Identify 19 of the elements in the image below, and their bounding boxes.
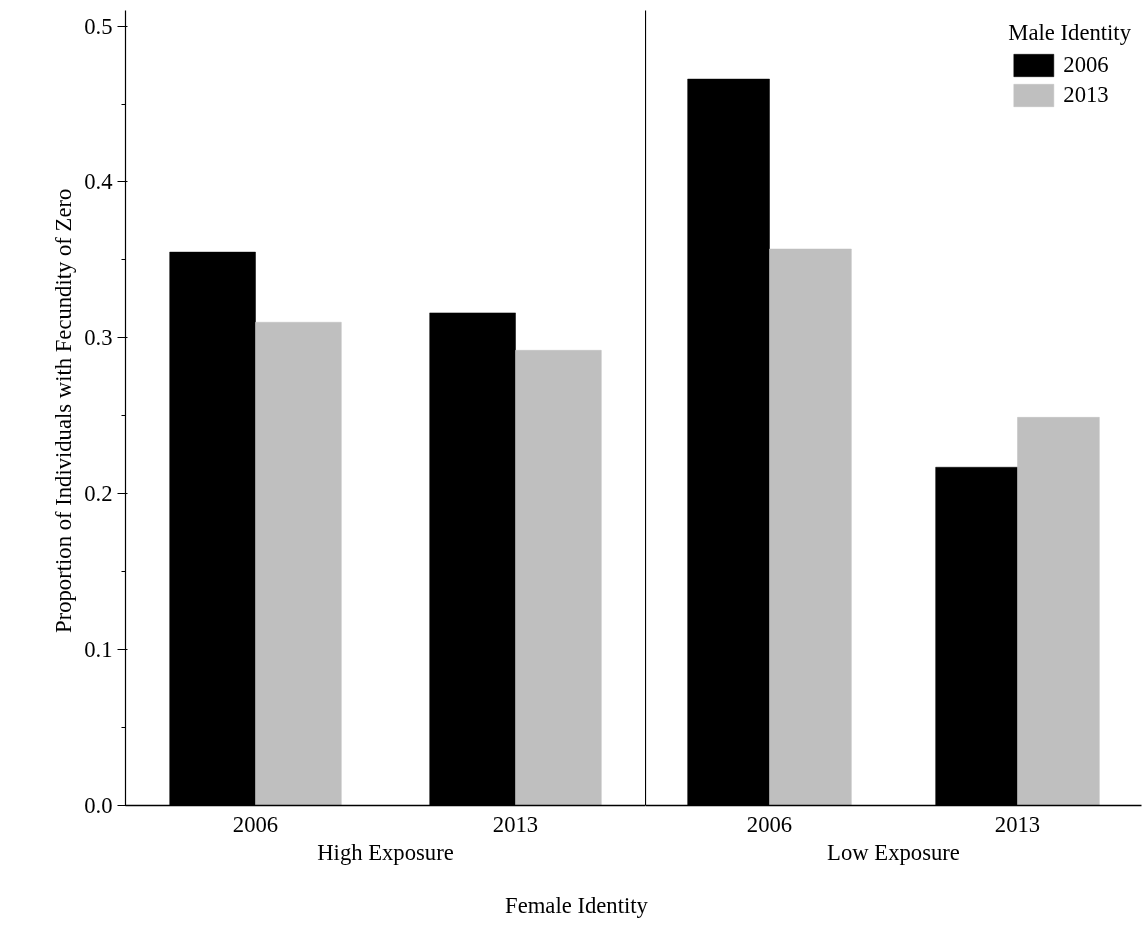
y-tick-label: 0.0 [84,793,113,818]
x-axis-title: High Exposure [317,839,454,865]
bar [769,248,852,806]
x-tick-label: 2006 [746,811,793,837]
y-axis-title: Proportion of Individuals with Fecundity of Zero [51,188,77,633]
y-tick-label: 0.5 [84,13,113,39]
bar [1017,417,1100,806]
x-axis-title: Low Exposure [827,839,960,865]
x-tick-label: 2006 [232,811,279,837]
x-tick-label: 2013 [994,811,1041,837]
text: Female Identity [505,892,648,920]
x-tick-label: 2013 [492,811,539,837]
legend-label: 2013 [1063,81,1109,109]
y-tick-label: 0.1 [84,637,113,663]
legend-label: 2006 [1063,51,1109,79]
legend-title: Male Identity [1008,20,1131,46]
y-tick-label: 0.2 [84,481,113,507]
y-tick-label: 0.4 [84,169,113,195]
y-tick-label: 0.3 [84,325,113,351]
